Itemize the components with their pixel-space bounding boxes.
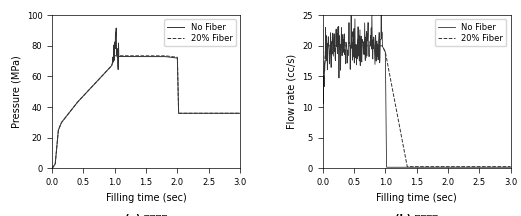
20% Fiber [223, 112, 229, 114]
No Fiber [375, 44, 381, 46]
20% Fiber [319, 94, 326, 96]
Y-axis label: Pressure (MPa): Pressure (MPa) [11, 56, 21, 128]
No Fiber [178, 112, 184, 114]
No Fiber [383, 166, 390, 168]
20% Fiber [203, 112, 209, 114]
No Fiber [319, 96, 326, 99]
Text: (a) 충진압력: (a) 충진압력 [125, 214, 167, 216]
20% Fiber [478, 165, 484, 168]
No Fiber [237, 112, 243, 114]
No Fiber [163, 55, 169, 58]
20% Fiber [494, 165, 501, 168]
Line: No Fiber: No Fiber [322, 0, 511, 167]
Legend: No Fiber, 20% Fiber: No Fiber, 20% Fiber [164, 19, 236, 46]
No Fiber [49, 167, 55, 170]
X-axis label: Filling time (sec): Filling time (sec) [106, 193, 187, 203]
No Fiber [148, 55, 155, 58]
20% Fiber [375, 44, 381, 47]
Line: No Fiber: No Fiber [52, 28, 240, 168]
Y-axis label: Flow rate (cc/s): Flow rate (cc/s) [287, 54, 297, 129]
Legend: No Fiber, 20% Fiber: No Fiber, 20% Fiber [435, 19, 506, 46]
No Fiber [146, 55, 152, 58]
20% Fiber [322, 44, 329, 47]
20% Fiber [111, 54, 118, 57]
No Fiber [113, 27, 119, 29]
20% Fiber [164, 55, 170, 57]
X-axis label: Filling time (sec): Filling time (sec) [376, 193, 457, 203]
20% Fiber [503, 165, 510, 168]
20% Fiber [404, 165, 411, 168]
No Fiber [458, 166, 465, 168]
20% Fiber [49, 167, 55, 170]
Text: (b) 충진유량: (b) 충진유량 [395, 214, 438, 216]
No Fiber [494, 166, 501, 168]
20% Fiber [352, 44, 358, 47]
No Fiber [503, 166, 510, 168]
20% Fiber [90, 84, 96, 86]
20% Fiber [192, 112, 198, 114]
No Fiber [352, 37, 358, 40]
No Fiber [507, 166, 514, 168]
20% Fiber [114, 54, 120, 57]
Line: 20% Fiber: 20% Fiber [322, 46, 511, 167]
20% Fiber [507, 165, 514, 168]
No Fiber [478, 166, 484, 168]
20% Fiber [459, 165, 465, 168]
No Fiber [190, 112, 196, 114]
Line: 20% Fiber: 20% Fiber [52, 56, 240, 168]
20% Fiber [237, 112, 243, 114]
No Fiber [139, 55, 145, 58]
